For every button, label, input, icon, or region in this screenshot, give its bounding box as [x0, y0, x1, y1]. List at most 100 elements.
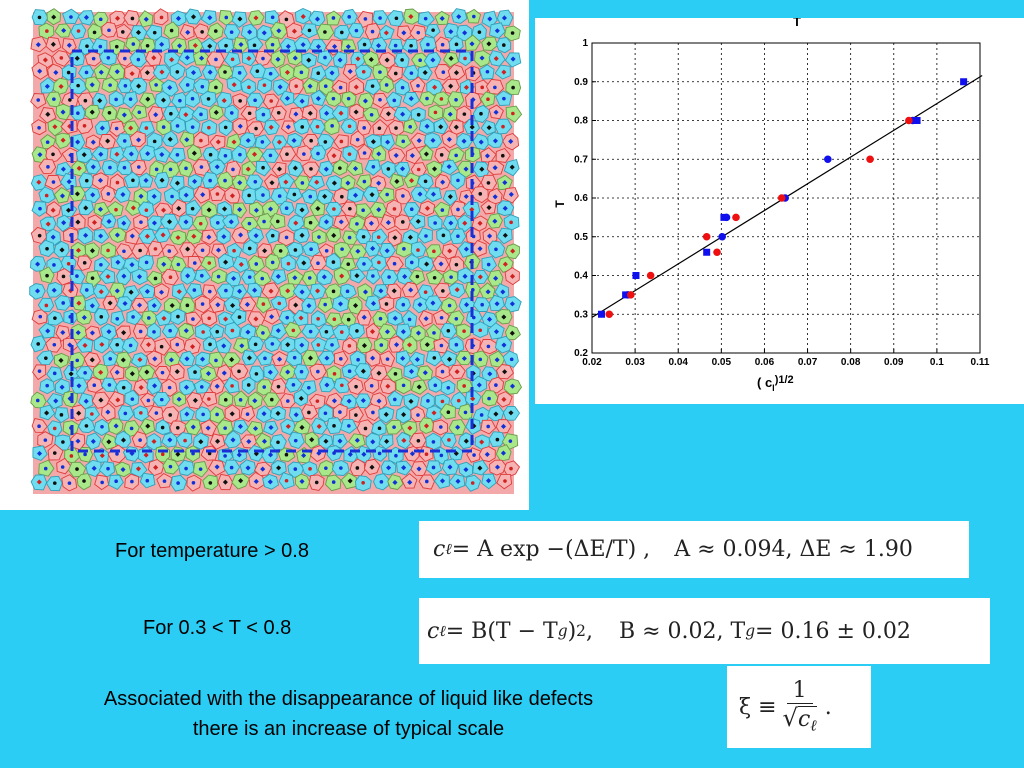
voronoi-site	[370, 29, 375, 34]
voronoi-site	[151, 193, 157, 199]
voronoi-site	[108, 165, 112, 170]
data-point-circle	[605, 310, 614, 319]
voronoi-site	[206, 207, 212, 213]
voronoi-site	[432, 356, 437, 360]
voronoi-site	[247, 221, 252, 226]
voronoi-site	[261, 30, 267, 36]
voronoi-site	[44, 356, 48, 360]
voronoi-site	[183, 438, 187, 443]
voronoi-site	[347, 235, 352, 240]
voronoi-site	[432, 275, 437, 280]
voronoi-site	[230, 384, 234, 388]
voronoi-site	[208, 178, 212, 183]
voronoi-site	[146, 316, 151, 320]
data-point-square	[632, 272, 640, 279]
voronoi-site	[422, 370, 428, 376]
voronoi-site	[321, 274, 327, 280]
voronoi-site	[416, 112, 421, 117]
voronoi-site	[378, 97, 382, 102]
voronoi-site	[89, 303, 95, 309]
voronoi-site	[337, 438, 343, 444]
voronoi-site	[238, 261, 244, 267]
voronoi-site	[115, 452, 119, 456]
voronoi-site	[502, 261, 508, 267]
voronoi-site	[509, 301, 515, 307]
voronoi-site	[37, 15, 42, 20]
voronoi-site	[53, 69, 59, 76]
y-tick-label: 0.6	[574, 193, 588, 204]
voronoi-site	[139, 220, 143, 224]
voronoi-site	[301, 452, 307, 459]
voronoi-site	[454, 287, 460, 293]
voronoi-site	[501, 314, 507, 320]
voronoi-site	[315, 288, 321, 294]
voronoi-site	[122, 139, 127, 143]
formula3-den-sub: ℓ	[810, 716, 817, 735]
voronoi-site	[190, 424, 196, 430]
voronoi-site	[128, 151, 134, 157]
voronoi-site	[446, 410, 451, 414]
voronoi-site	[213, 29, 218, 33]
voronoi-site	[369, 464, 375, 470]
voronoi-site	[323, 55, 327, 60]
voronoi-site	[348, 206, 352, 211]
voronoi-site	[184, 356, 190, 362]
voronoi-site	[121, 385, 126, 390]
voronoi-site	[453, 70, 460, 76]
voronoi-site	[339, 466, 343, 470]
voronoi-site	[270, 42, 275, 47]
voronoi-site	[479, 55, 485, 61]
voronoi-site	[423, 316, 429, 322]
formula2-parameters: B ≈ 0.02, T	[618, 618, 746, 644]
formula2-comma: ,	[585, 618, 593, 644]
formula3-period: .	[824, 694, 832, 720]
voronoi-site	[446, 328, 451, 333]
caption-typical-scale-line2: there is an increase of typical scale	[192, 718, 505, 740]
voronoi-site	[224, 43, 228, 48]
x-tick-label: 0.04	[668, 357, 688, 368]
x-tick-label: 0.03	[625, 357, 645, 368]
voronoi-site	[383, 30, 389, 36]
voronoi-site	[438, 124, 444, 130]
voronoi-site	[308, 194, 313, 199]
voronoi-site	[463, 410, 468, 415]
voronoi-site	[501, 124, 505, 129]
voronoi-site	[361, 451, 367, 457]
voronoi-site	[384, 302, 389, 306]
voronoi-site	[361, 234, 366, 239]
voronoi-site	[456, 178, 460, 183]
voronoi-site	[237, 288, 243, 294]
voronoi-site	[270, 15, 275, 20]
voronoi-site	[129, 371, 135, 377]
voronoi-site	[368, 220, 374, 226]
voronoi-site	[105, 409, 111, 415]
voronoi-site	[175, 153, 180, 157]
voronoi-site	[307, 355, 314, 361]
voronoi-site	[114, 44, 119, 49]
voronoi-site	[394, 178, 400, 184]
voronoi-site	[362, 179, 367, 184]
voronoi-site	[285, 369, 291, 375]
voronoi-site	[337, 57, 343, 63]
voronoi-site	[137, 302, 143, 308]
voronoi-site	[441, 233, 446, 238]
voronoi-site	[246, 439, 252, 445]
voronoi-site	[309, 247, 313, 251]
voronoi-site	[509, 220, 513, 225]
voronoi-site	[200, 273, 204, 278]
voronoi-site	[247, 246, 252, 251]
voronoi-site	[214, 438, 221, 444]
voronoi-site	[260, 276, 265, 281]
voronoi-site	[192, 178, 198, 184]
voronoi-site	[508, 410, 514, 416]
voronoi-site	[354, 384, 358, 389]
voronoi-site	[75, 274, 79, 278]
voronoi-site	[407, 234, 413, 240]
voronoi-site	[431, 465, 436, 470]
voronoi-site	[223, 125, 228, 130]
voronoi-site	[461, 138, 467, 144]
data-point-circle	[722, 213, 731, 222]
voronoi-site	[247, 29, 253, 35]
voronoi-site	[174, 369, 180, 375]
voronoi-site	[285, 342, 291, 348]
